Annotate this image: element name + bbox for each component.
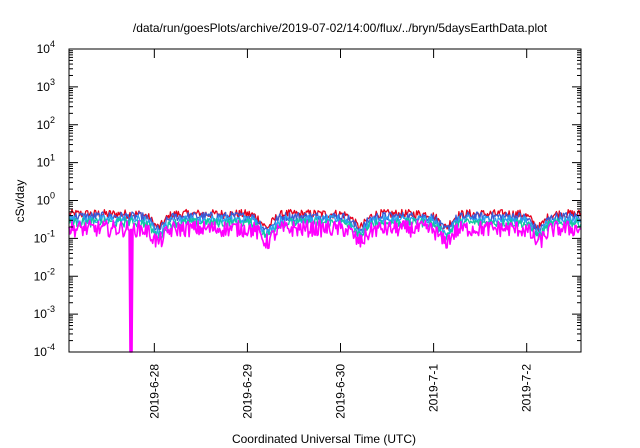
series-layer (68, 208, 582, 353)
x-axis-label: Coordinated Universal Time (UTC) (232, 432, 416, 446)
y-tick-label: 10-1 (34, 228, 55, 245)
series-line (68, 219, 582, 353)
ticks-layer: 10-4 10-3 10-2 10-1 100 101 102 103 104 2019-6-28… (34, 39, 581, 419)
y-tick-label: 10-4 (34, 342, 55, 359)
y-tick-label: 103 (37, 77, 55, 94)
y-tick-label: 10-2 (34, 266, 55, 283)
x-tick-label: 2019-6-29 (240, 364, 254, 419)
chart-title: /data/run/goesPlots/archive/2019-07-02/1… (133, 21, 548, 35)
series-line (68, 214, 582, 238)
y-tick-label: 104 (37, 39, 55, 56)
y-axis-label: cSv/day (13, 180, 27, 223)
plot-frame (68, 48, 582, 353)
series-line (68, 217, 582, 241)
x-tick-label: 2019-7-2 (520, 364, 534, 412)
y-tick-label: 10-3 (34, 304, 55, 321)
x-tick-label: 2019-6-28 (147, 364, 161, 419)
x-tick-label: 2019-7-1 (427, 364, 441, 412)
y-tick-label: 101 (37, 153, 55, 170)
y-tick-label: 100 (37, 191, 55, 208)
y-tick-label: 102 (37, 115, 55, 132)
x-tick-label: 2019-6-30 (334, 364, 348, 419)
